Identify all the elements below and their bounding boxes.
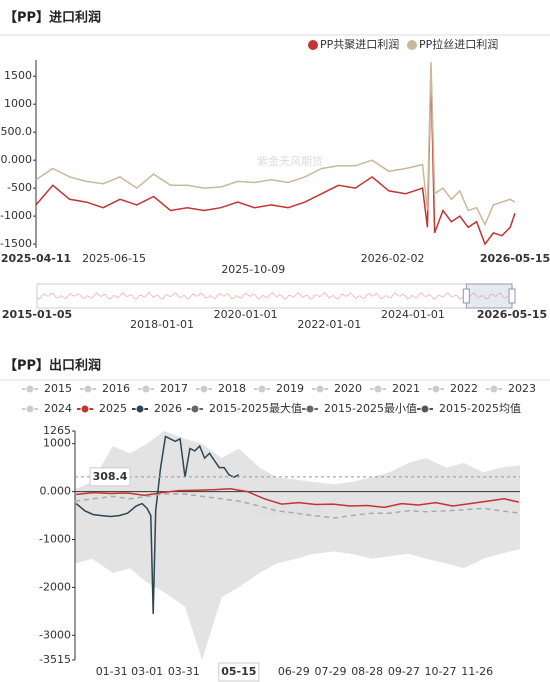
series-line [35, 70, 516, 246]
watermark: 紫金天风期货 [257, 504, 323, 518]
slider-label: 2015-01-05 [2, 308, 72, 321]
slider-handle[interactable] [462, 288, 470, 304]
slider-label: 2026-05-15 [477, 308, 547, 321]
y-tick-label: 1265 [43, 424, 71, 437]
x-tick-label: 03-31 [168, 665, 200, 678]
slider-label: 2024-01-01 [381, 308, 445, 321]
x-tick-label: 10-27 [425, 665, 457, 678]
legend-label[interactable]: 2021 [392, 382, 420, 395]
y-tick-label: -3515 [39, 653, 71, 666]
legend-icon [407, 40, 417, 50]
legend-icon [315, 384, 325, 394]
legend-icon [199, 384, 209, 394]
legend-icon [257, 384, 267, 394]
x-tick-label: 2025-10-09 [221, 263, 285, 276]
x-tick-label: 03-01 [131, 665, 163, 678]
chart-title: 【PP】进口利润 [4, 10, 101, 26]
legend-label: PP共聚进口利润 [320, 37, 399, 51]
y-tick-label: 500.0 [1, 125, 33, 138]
legend-icon [83, 384, 93, 394]
slider-window [465, 283, 513, 309]
legend-label[interactable]: 2023 [508, 382, 536, 395]
y-tick-label: 1000 [43, 437, 71, 450]
legend-label[interactable]: 2024 [44, 402, 72, 415]
y-tick-label: 0.000 [40, 485, 72, 498]
legend-label[interactable]: 2015 [44, 382, 72, 395]
legend-icon [25, 384, 35, 394]
legend-label[interactable]: 2020 [334, 382, 362, 395]
legend-icon [305, 404, 315, 414]
pointer-label: 308.4 [93, 470, 128, 483]
watermark: 紫金天风期货 [257, 154, 323, 168]
x-tick-label: 11-26 [461, 665, 493, 678]
legend-icon [308, 40, 318, 50]
legend-icon [420, 404, 430, 414]
legend-label[interactable]: 2016 [102, 382, 130, 395]
legend-icon [135, 404, 145, 414]
pointer-box [89, 467, 131, 487]
legend-label[interactable]: 2015-2025最小值 [324, 402, 417, 415]
legend-label[interactable]: 2018 [218, 382, 246, 395]
legend-label: PP拉丝进口利润 [419, 37, 498, 51]
legend-icon [489, 384, 499, 394]
series-line [75, 435, 240, 614]
pointer-label: 05-15 [221, 665, 256, 678]
y-tick-label: -2000 [39, 580, 71, 593]
series-line [74, 493, 521, 519]
legend-label[interactable]: 2015-2025均值 [439, 402, 521, 415]
legend-icon [190, 404, 200, 414]
x-tick-label: 01-31 [96, 665, 128, 678]
series-line [35, 62, 516, 227]
x-tick-label: 07-29 [315, 665, 347, 678]
y-tick-label: -500 [7, 181, 32, 194]
y-tick-label: -3000 [39, 628, 71, 641]
legend-label[interactable]: 2019 [276, 382, 304, 395]
x-tick-label: 2025-04-11 [1, 252, 71, 265]
x-tick-label: 2025-06-15 [82, 252, 146, 265]
y-tick-label: -1000 [39, 533, 71, 546]
legend-icon [141, 384, 151, 394]
legend-icon [431, 384, 441, 394]
slider-preview [36, 291, 513, 300]
legend-label[interactable]: 2015-2025最大值 [209, 401, 302, 415]
y-tick-label: 1500 [4, 69, 32, 82]
y-tick-label: 1000 [4, 97, 32, 110]
legend-icon [25, 404, 35, 414]
y-tick-label: 0.000 [1, 153, 33, 166]
x-tick-label: 06-29 [278, 665, 310, 678]
x-tick-label: 2026-02-02 [361, 252, 425, 265]
series-line [76, 487, 519, 509]
slider-label: 2022-01-01 [297, 318, 361, 331]
slider-label: 2018-01-01 [130, 318, 194, 331]
slider-handle[interactable] [508, 288, 516, 304]
chart-title: 【PP】出口利润 [4, 358, 101, 374]
legend-label[interactable]: 2025 [99, 402, 127, 415]
legend-label[interactable]: 2022 [450, 382, 478, 395]
slider-label: 2020-01-01 [214, 308, 278, 321]
band-area [75, 431, 520, 492]
legend-label[interactable]: 2017 [160, 382, 188, 395]
x-tick-label: 2026-05-15 [480, 252, 550, 265]
x-tick-label: 08-28 [351, 665, 383, 678]
legend-icon [80, 404, 90, 414]
y-tick-label: -1500 [0, 237, 32, 250]
y-tick-label: -1000 [0, 209, 32, 222]
legend-icon [373, 384, 383, 394]
x-tick-label: 09-27 [388, 665, 420, 678]
pointer-box [218, 662, 260, 682]
legend-label[interactable]: 2026 [154, 402, 182, 415]
band-area [75, 491, 520, 660]
